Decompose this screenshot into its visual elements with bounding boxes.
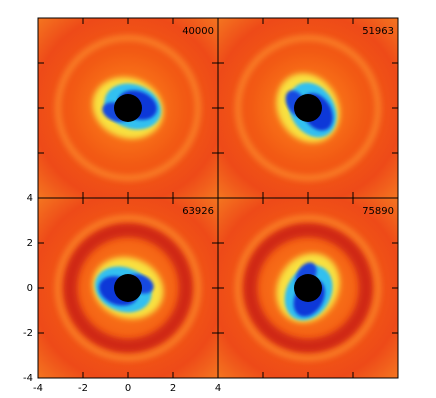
x-tick-label: 2 (170, 383, 176, 394)
panel (217, 17, 399, 199)
panel (217, 197, 399, 379)
panel-label: 75890 (362, 206, 394, 217)
y-tick-label: -2 (23, 328, 33, 339)
y-tick-label: 0 (27, 283, 33, 294)
dark-ring (63, 223, 193, 353)
x-tick-label: 4 (215, 383, 221, 394)
black-hole (114, 94, 142, 122)
black-hole (114, 274, 142, 302)
dark-ring (243, 223, 373, 353)
panel (37, 17, 219, 199)
swirl-orange (235, 35, 381, 181)
y-tick-label: -4 (23, 373, 33, 384)
x-tick-label: 0 (125, 383, 131, 394)
black-hole (294, 94, 322, 122)
x-tick-label: -4 (33, 383, 43, 394)
swirl-orange (55, 215, 201, 361)
swirl-orange (55, 35, 201, 181)
panel (37, 197, 219, 379)
y-tick-label: 2 (27, 238, 33, 249)
black-hole (294, 274, 322, 302)
swirl-orange (235, 215, 381, 361)
panel-label: 40000 (182, 26, 214, 37)
panel-label: 63926 (182, 206, 214, 217)
x-tick-label: -2 (78, 383, 88, 394)
panel-label: 51963 (362, 26, 394, 37)
y-tick-label: 4 (27, 193, 33, 204)
